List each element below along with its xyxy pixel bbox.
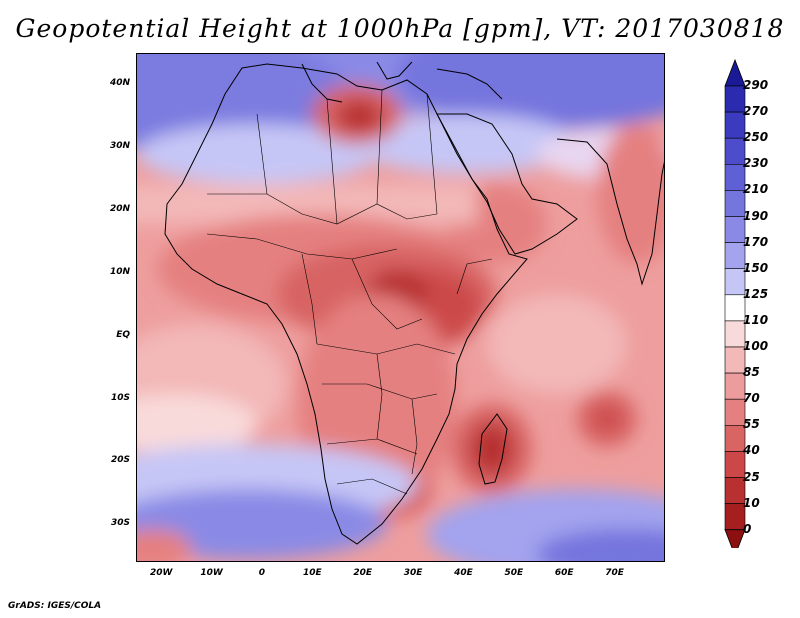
lat-tick-label: 20S: [110, 455, 130, 466]
lon-tick-label: 40E: [454, 568, 473, 578]
colorbar-tick-label: 190: [743, 208, 769, 223]
colorbar-tick-label: 250: [743, 130, 769, 145]
colorbar-tick-label: 70: [743, 391, 760, 406]
colorbar-swatch: [724, 268, 746, 296]
coastlines: [164, 61, 664, 545]
lon-tick-label: 70E: [605, 568, 624, 578]
lat-tick-label: 30N: [109, 141, 130, 152]
lon-tick-label: 0: [258, 568, 266, 578]
colorbar-swatch: [724, 346, 746, 374]
map-svg: [137, 54, 664, 561]
lon-tick-label: 10W: [200, 568, 223, 578]
colorbar-swatch: [724, 398, 746, 426]
country-borders: [206, 89, 493, 495]
colorbar-swatch: [724, 85, 746, 113]
lat-tick-label: 40N: [109, 78, 130, 89]
colorbar-swatch: [724, 216, 746, 243]
colorbar-tick-label: 290: [743, 78, 769, 92]
colorbar-tick-label: 25: [743, 469, 760, 484]
colorbar-swatch: [724, 242, 746, 270]
lat-tick-label: 10S: [110, 392, 130, 403]
colorbar-tick-label: 40: [743, 443, 760, 458]
lon-tick-label: 60E: [554, 568, 574, 578]
lon-tick-label: 10E: [302, 568, 322, 578]
colorbar-swatch: [724, 503, 746, 531]
lat-tick-label: 30S: [110, 518, 130, 529]
colorbar-swatch: [724, 137, 746, 165]
colorbar-tick-label: 100: [743, 339, 769, 353]
colorbar-bottom-arrow: [724, 529, 746, 548]
colorbar: [724, 58, 746, 548]
colorbar-tick-label: 10: [743, 495, 760, 510]
lat-tick-label: 10N: [109, 266, 130, 277]
colorbar-swatch: [724, 294, 746, 322]
colorbar-top-arrow: [724, 58, 746, 87]
colorbar-swatch: [724, 190, 746, 217]
lon-tick-label: 50E: [504, 568, 524, 578]
colorbar-swatch: [724, 111, 746, 139]
colorbar-swatch: [724, 424, 746, 452]
colorbar-swatch: [724, 320, 746, 348]
chart-title: Geopotential Height at 1000hPa [gpm], VT…: [15, 14, 785, 43]
colorbar-swatch: [724, 164, 746, 191]
colorbar-tick-label: 170: [743, 234, 769, 249]
colorbar-tick-label: 110: [743, 312, 769, 327]
colorbar-tick-label: 270: [743, 104, 769, 119]
lon-tick-label: 20E: [353, 568, 373, 578]
lon-tick-label: 30E: [403, 568, 423, 578]
colorbar-swatch: [724, 451, 746, 478]
colorbar-swatch: [724, 372, 746, 400]
colorbar-tick-label: 230: [743, 156, 769, 171]
height-field: [137, 54, 664, 561]
colorbar-tick-label: 55: [743, 417, 760, 432]
map-plot-area: [136, 53, 665, 562]
colorbar-tick-label: 210: [743, 182, 769, 197]
colorbar-tick-label: 125: [743, 286, 769, 301]
lat-tick-label: 20N: [109, 204, 130, 215]
lat-tick-label: EQ: [116, 329, 130, 340]
colorbar-tick-label: 150: [743, 260, 769, 275]
colorbar-tick-label: 0: [743, 521, 752, 536]
credit-text: GrADS: IGES/COLA: [8, 601, 102, 611]
lon-tick-label: 20W: [149, 568, 173, 578]
colorbar-swatch: [724, 477, 746, 504]
colorbar-tick-label: 85: [743, 365, 760, 380]
